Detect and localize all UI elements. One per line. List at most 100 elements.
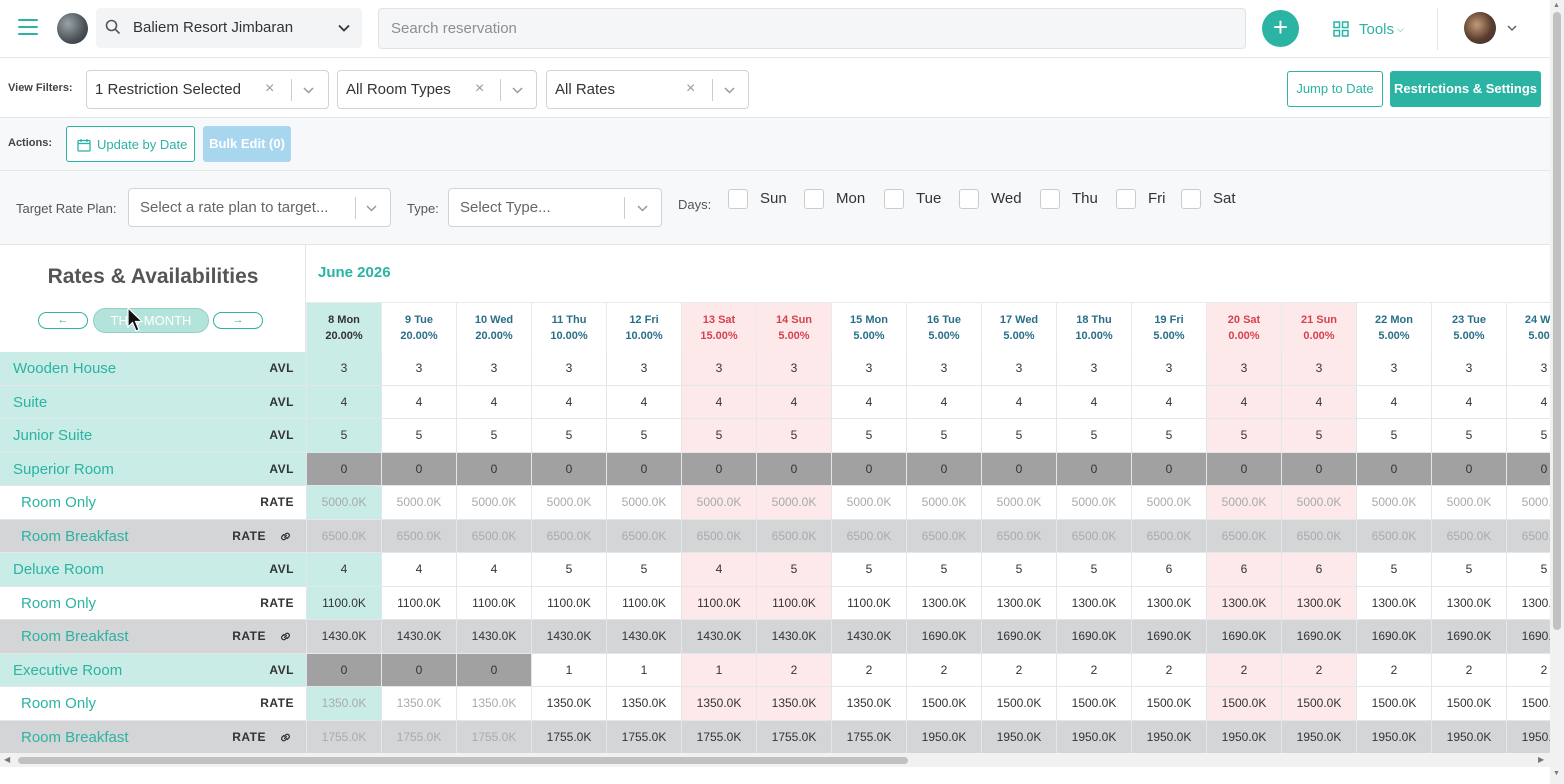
rate-cell[interactable]: 5000.0K — [681, 486, 756, 520]
rate-cell[interactable]: 1950.0K — [981, 721, 1056, 754]
rate-plan-row-label[interactable]: Room Breakfast RATE — [0, 620, 306, 654]
date-column-header[interactable]: 21 Sun 0.00% — [1281, 302, 1356, 352]
rate-cell[interactable]: 1100.0K — [606, 587, 681, 620]
availability-cell[interactable]: 5 — [606, 419, 681, 453]
rate-cell[interactable]: 1430.0K — [606, 620, 681, 654]
availability-cell[interactable]: 5 — [756, 419, 831, 453]
property-avatar[interactable] — [57, 13, 88, 44]
chevron-down-icon[interactable] — [724, 85, 735, 96]
day-checkbox-fri[interactable] — [1116, 189, 1136, 209]
date-column-header[interactable]: 22 Mon 5.00% — [1356, 302, 1431, 352]
availability-cell[interactable]: 4 — [306, 386, 381, 419]
availability-cell[interactable]: 4 — [306, 553, 381, 587]
date-column-header[interactable]: 20 Sat 0.00% — [1206, 302, 1281, 352]
availability-cell[interactable]: 4 — [1131, 386, 1206, 419]
availability-cell[interactable]: 5 — [306, 419, 381, 453]
rate-cell[interactable]: 5000.0K — [1131, 486, 1206, 520]
rate-cell[interactable]: 1950.0K — [1206, 721, 1281, 754]
availability-cell[interactable]: 1 — [606, 654, 681, 687]
rate-cell[interactable]: 6500.0K — [1056, 520, 1131, 553]
date-column-header[interactable]: 17 Wed 5.00% — [981, 302, 1056, 352]
availability-cell[interactable]: 3 — [1131, 352, 1206, 386]
availability-cell[interactable]: 2 — [1056, 654, 1131, 687]
date-column-header[interactable]: 10 Wed 20.00% — [456, 302, 531, 352]
rate-cell[interactable]: 5000.0K — [831, 486, 906, 520]
rate-cell[interactable]: 1350.0K — [456, 687, 531, 721]
room-type-row-label[interactable]: Junior Suite AVL — [0, 419, 306, 453]
rate-cell[interactable]: 6500.0K — [1431, 520, 1506, 553]
rate-cell[interactable]: 1500.0K — [1281, 687, 1356, 721]
rate-cell[interactable]: 1755.0K — [831, 721, 906, 754]
rate-plan-name[interactable]: Room Breakfast — [21, 729, 129, 746]
date-column-header[interactable]: 19 Fri 5.00% — [1131, 302, 1206, 352]
availability-cell[interactable]: 3 — [606, 352, 681, 386]
rate-cell[interactable]: 1500.0K — [981, 687, 1056, 721]
availability-cell[interactable]: 4 — [906, 386, 981, 419]
availability-cell[interactable]: 2 — [1506, 654, 1564, 687]
availability-cell[interactable]: 2 — [1281, 654, 1356, 687]
availability-cell[interactable]: 0 — [1281, 453, 1356, 486]
rate-cell[interactable]: 1755.0K — [456, 721, 531, 754]
availability-cell[interactable]: 3 — [756, 352, 831, 386]
availability-cell[interactable]: 2 — [1131, 654, 1206, 687]
room-type-row-label[interactable]: Wooden House AVL — [0, 352, 306, 386]
restriction-filter-select[interactable]: 1 Restriction Selected × — [86, 70, 329, 109]
availability-cell[interactable]: 5 — [981, 419, 1056, 453]
rate-cell[interactable]: 1755.0K — [756, 721, 831, 754]
availability-cell[interactable]: 5 — [1206, 419, 1281, 453]
availability-cell[interactable]: 5 — [1056, 553, 1131, 587]
availability-cell[interactable]: 4 — [681, 386, 756, 419]
rate-cell[interactable]: 5000.0K — [1356, 486, 1431, 520]
day-checkbox-thu[interactable] — [1040, 189, 1060, 209]
room-type-row-label[interactable]: Executive Room AVL — [0, 654, 306, 687]
availability-cell[interactable]: 0 — [531, 453, 606, 486]
rate-cell[interactable]: 6500.0K — [756, 520, 831, 553]
availability-cell[interactable]: 5 — [1356, 419, 1431, 453]
menu-icon[interactable] — [18, 19, 38, 37]
rate-cell[interactable]: 1100.0K — [831, 587, 906, 620]
availability-cell[interactable]: 4 — [981, 386, 1056, 419]
scrollbar-thumb[interactable] — [1553, 12, 1561, 630]
scroll-up-arrow-icon[interactable]: ▲ — [1553, 2, 1560, 9]
rate-cell[interactable]: 1300.0K — [1206, 587, 1281, 620]
rate-cell[interactable]: 6500.0K — [531, 520, 606, 553]
availability-cell[interactable]: 3 — [1506, 352, 1564, 386]
rate-cell[interactable]: 1100.0K — [531, 587, 606, 620]
availability-cell[interactable]: 4 — [1506, 386, 1564, 419]
rate-cell[interactable]: 1690.0K — [981, 620, 1056, 654]
rate-cell[interactable]: 1690.0K — [1056, 620, 1131, 654]
availability-cell[interactable]: 4 — [831, 386, 906, 419]
rate-cell[interactable]: 1755.0K — [681, 721, 756, 754]
rate-cell[interactable]: 5000.0K — [756, 486, 831, 520]
rate-cell[interactable]: 1690.0K — [1131, 620, 1206, 654]
rate-cell[interactable]: 6500.0K — [1206, 520, 1281, 553]
availability-cell[interactable]: 5 — [1131, 419, 1206, 453]
rate-cell[interactable]: 1690.0K — [1281, 620, 1356, 654]
this-month-button[interactable]: THIS MONTH — [93, 308, 209, 333]
jump-to-date-button[interactable]: Jump to Date — [1287, 71, 1383, 107]
chevron-down-icon[interactable] — [303, 85, 314, 96]
rate-cell[interactable]: 6500.0K — [981, 520, 1056, 553]
availability-cell[interactable]: 0 — [306, 453, 381, 486]
availability-cell[interactable]: 0 — [1431, 453, 1506, 486]
day-checkbox-mon[interactable] — [804, 189, 824, 209]
rate-plan-name[interactable]: Room Only — [21, 494, 97, 511]
rate-cell[interactable]: 1690.0K — [1431, 620, 1506, 654]
bulk-edit-button[interactable]: Bulk Edit (0) — [203, 126, 291, 162]
availability-cell[interactable]: 5 — [906, 553, 981, 587]
availability-cell[interactable]: 4 — [531, 386, 606, 419]
horizontal-scrollbar[interactable]: ◀ ▶ — [0, 753, 1550, 767]
rate-cell[interactable]: 1100.0K — [681, 587, 756, 620]
scroll-right-arrow-icon[interactable]: ▶ — [1538, 755, 1545, 764]
rate-plan-name[interactable]: Room Breakfast — [21, 528, 129, 545]
availability-cell[interactable]: 0 — [381, 654, 456, 687]
availability-cell[interactable]: 6 — [1206, 553, 1281, 587]
availability-cell[interactable]: 5 — [531, 553, 606, 587]
availability-cell[interactable]: 2 — [1206, 654, 1281, 687]
rate-cell[interactable]: 1300.0K — [1056, 587, 1131, 620]
availability-cell[interactable]: 3 — [906, 352, 981, 386]
availability-cell[interactable]: 5 — [606, 553, 681, 587]
rate-cell[interactable]: 5000.0K — [381, 486, 456, 520]
chevron-down-icon[interactable] — [512, 85, 523, 96]
availability-cell[interactable]: 4 — [1206, 386, 1281, 419]
